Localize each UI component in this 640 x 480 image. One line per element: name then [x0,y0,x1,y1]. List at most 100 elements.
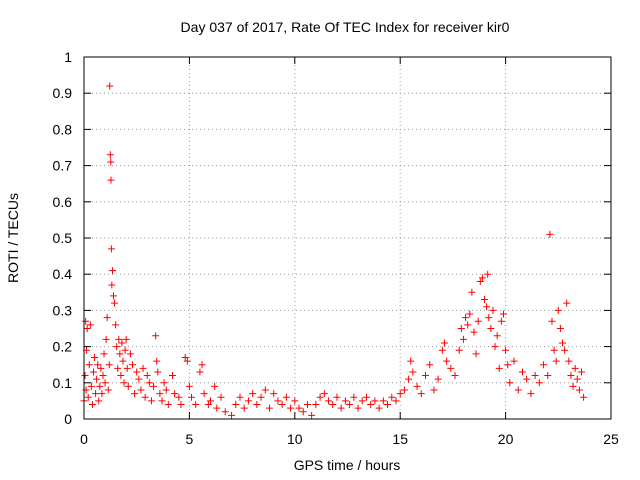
data-point [123,364,131,372]
data-point [97,364,105,372]
data-point [135,375,143,383]
data-point [88,401,96,409]
data-point [577,368,585,376]
data-point [457,325,465,332]
data-point [141,393,149,401]
data-point [510,357,518,365]
data-point [270,390,278,398]
data-point [554,306,562,314]
data-point [362,393,370,401]
y-axis-label: ROTI / TECUs [5,193,21,283]
data-point [147,397,155,405]
data-point [113,343,121,351]
data-point [117,372,125,380]
data-point [506,379,514,387]
data-point [183,357,191,365]
y-tick-label: 0.6 [53,194,73,210]
chart-title: Day 037 of 2017, Rate Of TEC Index for r… [181,19,510,35]
data-point [282,393,290,401]
data-point [295,404,303,412]
data-point [527,390,535,398]
data-point [426,361,434,369]
data-point [274,397,282,405]
data-point [198,361,206,369]
y-tick-label: 0.3 [53,302,73,318]
data-point [440,339,448,347]
x-tick-label: 5 [186,431,194,447]
data-point [236,393,244,401]
data-point [535,379,543,387]
data-point [388,393,396,401]
data-point [249,390,257,398]
data-point [358,397,366,405]
data-point [102,335,110,343]
data-point [192,401,200,409]
data-point [131,390,139,398]
data-point [499,310,507,318]
data-point [85,361,93,369]
y-tick-label: 0 [64,411,72,427]
data-point [116,350,124,358]
data-point [438,346,446,354]
data-point [546,230,554,238]
data-point [87,382,95,390]
data-point [119,357,127,365]
data-point [164,401,172,409]
y-tick-label: 0.7 [53,158,73,174]
data-point [565,357,573,365]
data-point [213,404,221,412]
grid-lines [84,57,611,419]
data-point [93,375,101,383]
data-point [150,382,158,390]
data-point [470,328,478,336]
x-tick-label: 10 [287,431,303,447]
data-point [111,299,119,307]
data-point [122,335,130,343]
data-point [121,346,129,354]
data-point [405,375,413,383]
data-point [126,350,134,358]
data-point [108,281,116,289]
data-point [434,375,442,383]
data-point [99,372,107,380]
x-axis-label: GPS time / hours [294,457,401,473]
data-point [455,346,463,354]
data-point [350,393,358,401]
data-point [312,401,320,409]
data-point [110,292,118,300]
data-point [139,364,147,372]
data-point [200,390,208,398]
y-tick-label: 0.8 [53,121,73,137]
data-point [462,314,470,322]
data-point [86,321,94,329]
data-point [308,411,316,419]
data-point [567,372,575,380]
data-point [483,303,491,311]
data-point [430,386,438,394]
data-point [413,382,421,390]
data-point [329,401,337,409]
data-point [316,393,324,401]
data-point [137,386,145,394]
y-tick-label: 0.4 [53,266,73,282]
data-point [154,368,162,376]
data-point [278,401,286,409]
data-point [561,346,569,354]
data-point [580,393,588,401]
x-tick-label: 25 [603,431,619,447]
data-point [221,408,229,416]
data-point [257,393,265,401]
data-point [96,382,104,390]
data-point [115,335,123,343]
data-point [128,361,136,369]
data-point [468,288,476,296]
data-point [133,368,141,376]
data-point [556,325,564,332]
data-point [523,375,531,383]
data-point [152,332,160,340]
data-point [291,397,299,405]
data-point [575,386,583,394]
y-tick-label: 1 [64,49,72,65]
data-point [124,382,132,390]
data-point [375,404,383,412]
